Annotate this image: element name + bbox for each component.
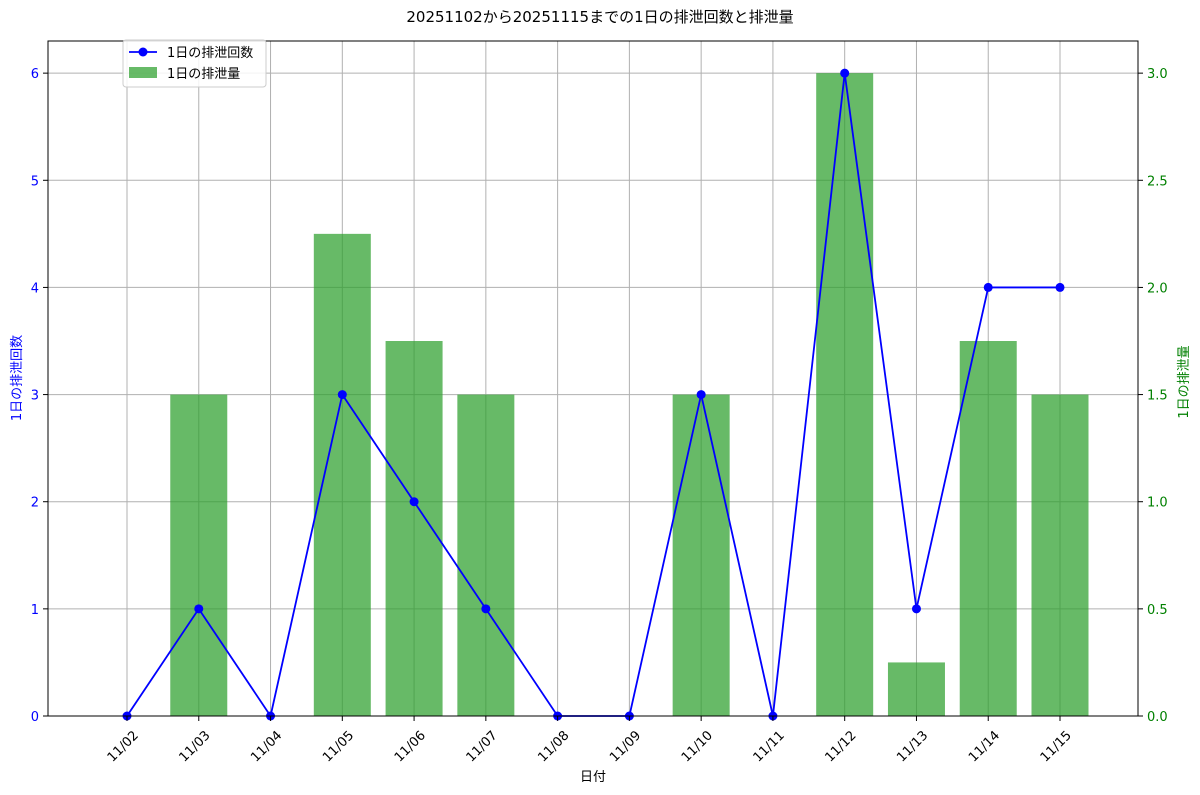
data-point [911, 604, 921, 614]
x-tick-label: 11/09 [607, 728, 644, 765]
data-point [481, 604, 491, 614]
y-right-tick-label: 2.0 [1147, 281, 1168, 296]
x-tick-label: 11/13 [894, 728, 931, 765]
y-left-tick-label: 6 [31, 67, 39, 82]
x-axis-label: 日付 [580, 770, 606, 785]
legend-label-volume: 1日の排泄量 [167, 67, 240, 82]
data-point [337, 390, 347, 400]
y-left-tick-label: 1 [31, 603, 39, 618]
x-tick-label: 11/11 [751, 728, 788, 765]
x-tick-label: 11/12 [822, 728, 859, 765]
bar [887, 662, 945, 716]
data-point [194, 604, 204, 614]
y-right-tick-label: 1.0 [1147, 496, 1168, 511]
bar [1031, 394, 1089, 716]
bar-series [170, 73, 1089, 716]
legend: 1日の排泄回数 1日の排泄量 [122, 39, 267, 88]
x-tick-label: 11/07 [464, 728, 501, 765]
legend-point-marker [138, 47, 148, 57]
bar [959, 341, 1017, 716]
x-tick-label: 11/14 [966, 728, 1003, 765]
y-left-tick-label: 2 [31, 496, 39, 511]
y-left-tick-label: 5 [31, 174, 39, 189]
bar [385, 341, 443, 716]
x-tick-label: 11/02 [105, 728, 142, 765]
plot-frame [47, 40, 1139, 717]
y-right-tick-label: 0.5 [1147, 603, 1168, 618]
x-tick-label: 11/04 [248, 728, 285, 765]
legend-label-count: 1日の排泄回数 [167, 46, 253, 61]
y-left-tick-label: 0 [31, 710, 39, 725]
x-tick-label: 11/05 [320, 728, 357, 765]
data-point [409, 497, 419, 507]
x-tick-label: 11/10 [679, 728, 716, 765]
bar [816, 73, 874, 716]
x-tick-label: 11/03 [176, 728, 213, 765]
chart-title: 20251102から20251115までの1日の排泄回数と排泄量 [406, 8, 793, 26]
y-right-tick-label: 3.0 [1147, 67, 1168, 82]
y-right-tick-label: 2.5 [1147, 174, 1168, 189]
data-point [983, 282, 993, 292]
bar [170, 394, 228, 716]
data-point [696, 390, 706, 400]
legend-bar-marker [129, 67, 157, 78]
y-right-tick-label: 1.5 [1147, 389, 1168, 404]
y-right-tick-label: 0.0 [1147, 710, 1168, 725]
y-left-tick-label: 4 [31, 281, 39, 296]
x-tick-label: 11/06 [392, 728, 429, 765]
data-point [840, 68, 850, 78]
y-left-tick-label: 3 [31, 389, 39, 404]
bar [313, 233, 371, 716]
x-tick-label: 11/08 [535, 728, 572, 765]
bar [672, 394, 730, 716]
bar [457, 394, 515, 716]
legend-box [122, 39, 267, 88]
data-point [1055, 282, 1065, 292]
x-tick-label: 11/15 [1038, 728, 1075, 765]
y-axis-left-label: 1日の排泄回数 [10, 335, 25, 421]
y-axis-right-label: 1日の排泄量 [1177, 345, 1192, 418]
